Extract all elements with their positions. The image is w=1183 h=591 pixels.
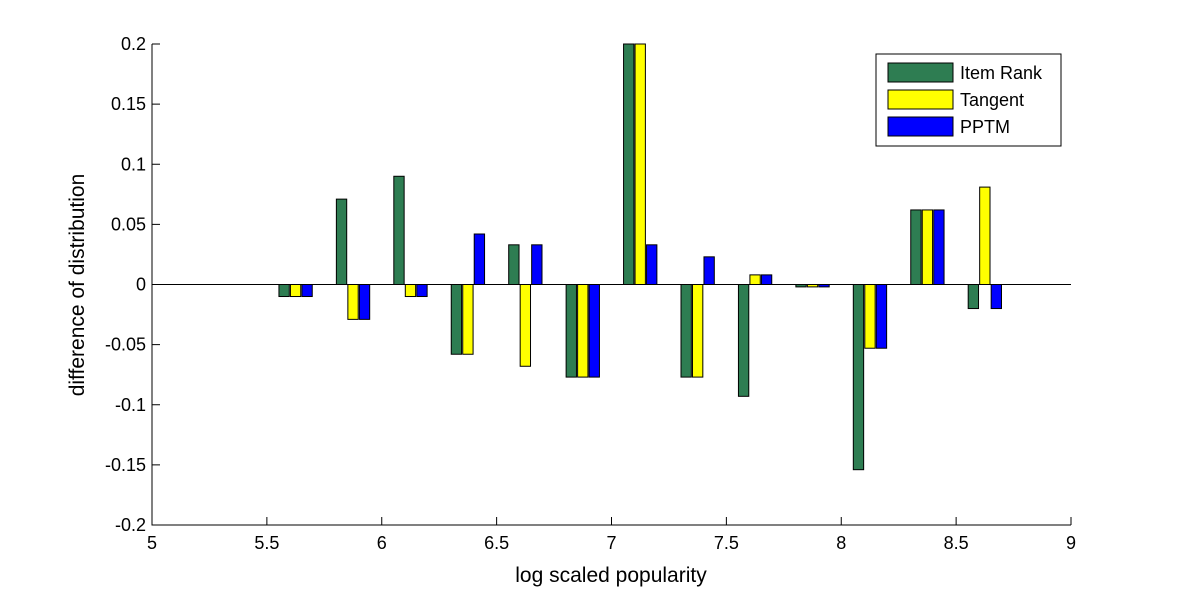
bar-item-rank-12 <box>967 284 980 310</box>
bar-tangent-6 <box>634 43 646 285</box>
legend-swatch-tangent <box>887 89 954 110</box>
ticks-group: 5 5.5 6 6.5 7 7.5 8 8.5 9 -0.2 -0.15 -0.1 -0.05 0 0.05… <box>105 34 1076 553</box>
bar-tangent-8 <box>749 274 761 286</box>
bar-item-rank-1 <box>335 198 348 285</box>
bar-tangent-4 <box>519 284 532 367</box>
legend-label-pptm: PPTM <box>960 117 1010 137</box>
x-tick-label: 7 <box>606 533 616 553</box>
bar-pptm-4 <box>531 244 543 286</box>
bar-item-rank-2 <box>393 175 405 286</box>
bar-pptm-1 <box>358 284 371 320</box>
bar-tangent-1 <box>347 284 359 320</box>
y-axis-label: difference of distribution <box>66 174 89 397</box>
bar-item-rank-11 <box>910 209 922 285</box>
bar-tangent-2 <box>404 284 417 298</box>
bar-item-rank-6 <box>623 43 635 285</box>
legend-swatch-item-rank <box>887 62 954 83</box>
x-tick-label: 7.5 <box>714 533 739 553</box>
bar-pptm-0 <box>301 284 313 298</box>
bar-pptm-2 <box>416 284 428 298</box>
bar-tangent-5 <box>577 284 589 378</box>
bar-tangent-10 <box>864 284 876 349</box>
bar-pptm-5 <box>588 284 600 378</box>
bar-item-rank-0 <box>278 284 290 298</box>
y-tick-label: 0.15 <box>111 94 146 114</box>
x-tick-label: 8 <box>836 533 846 553</box>
bar-tangent-11 <box>921 209 934 285</box>
bar-pptm-11 <box>933 209 945 285</box>
bar-tangent-3 <box>462 284 474 355</box>
bar-pptm-3 <box>473 233 486 285</box>
bar-pptm-7 <box>703 256 715 285</box>
x-tick-label: 5.5 <box>254 533 279 553</box>
legend: Item Rank Tangent PPTM <box>875 53 1062 147</box>
bar-item-rank-8 <box>737 284 750 397</box>
x-tick-label: 9 <box>1066 533 1076 553</box>
bar-tangent-12 <box>979 186 991 286</box>
bar-item-rank-4 <box>508 244 520 286</box>
legend-label-item-rank: Item Rank <box>960 63 1043 83</box>
legend-label-tangent: Tangent <box>960 90 1024 110</box>
y-tick-label: 0.1 <box>121 154 146 174</box>
x-tick-label: 5 <box>147 533 157 553</box>
y-tick-label: 0.2 <box>121 34 146 54</box>
y-tick-label: -0.2 <box>115 515 146 535</box>
x-tick-label: 8.5 <box>944 533 969 553</box>
bar-item-rank-10 <box>852 284 865 471</box>
x-tick-label: 6 <box>377 533 387 553</box>
bar-pptm-12 <box>990 284 1002 310</box>
bar-item-rank-5 <box>565 284 577 378</box>
bar-item-rank-3 <box>450 284 463 355</box>
x-axis-label: log scaled popularity <box>515 564 707 587</box>
x-tick-label: 6.5 <box>484 533 509 553</box>
bar-item-rank-7 <box>680 284 692 378</box>
y-tick-label: 0 <box>136 275 146 295</box>
y-tick-label: -0.1 <box>115 395 146 415</box>
bar-pptm-8 <box>760 274 773 286</box>
y-tick-label: -0.05 <box>105 335 146 355</box>
y-tick-label: -0.15 <box>105 455 146 475</box>
legend-swatch-pptm <box>887 116 954 137</box>
bar-pptm-10 <box>875 284 888 349</box>
bar-pptm-6 <box>646 244 658 286</box>
y-tick-label: 0.05 <box>111 214 146 234</box>
bar-tangent-7 <box>691 284 704 378</box>
bar-tangent-0 <box>289 284 302 298</box>
